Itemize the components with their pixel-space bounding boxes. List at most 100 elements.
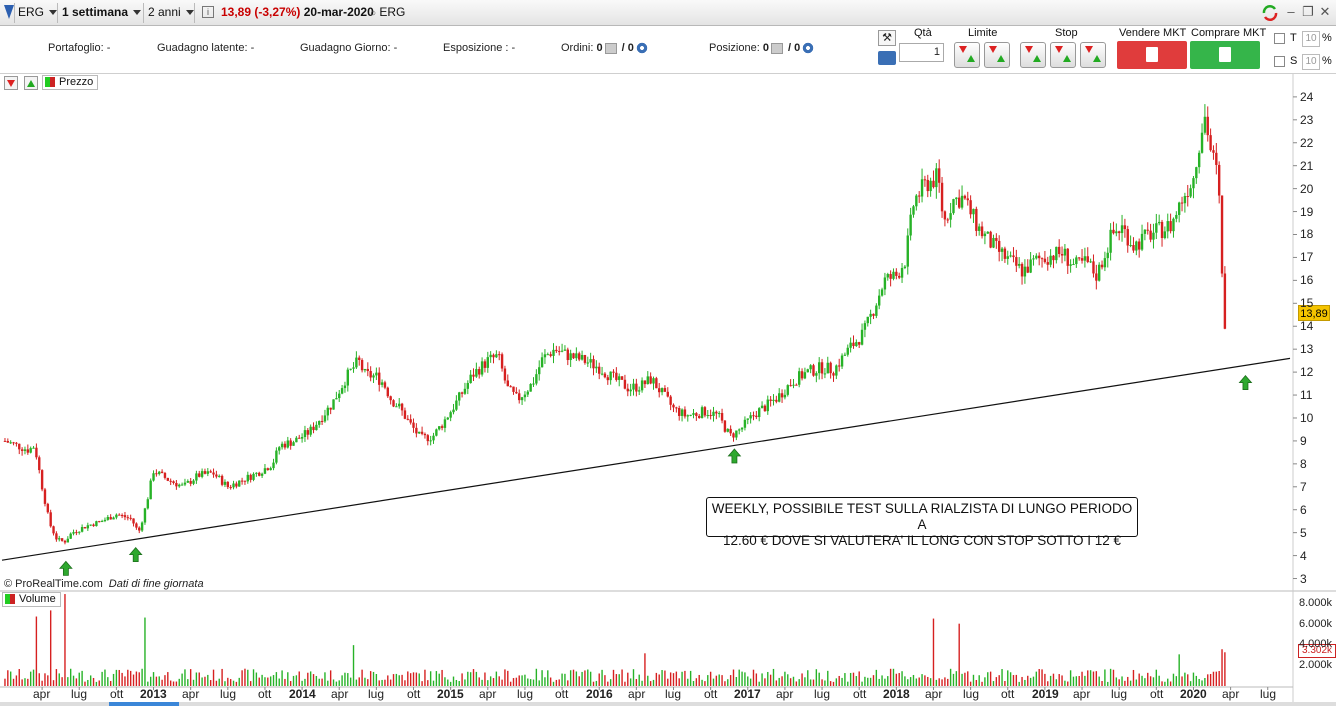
volume-tick-label: 6.000k [1299,617,1333,630]
keyboard-icon[interactable] [878,51,896,65]
candle-body [992,237,995,248]
y-tick-label: 22 [1300,135,1314,150]
pct-s-input[interactable]: 10 [1302,54,1320,70]
sell-mkt-button[interactable] [1117,41,1187,69]
price-panel-label[interactable]: Prezzo [42,75,99,90]
period-select[interactable]: 1 settimana [62,3,142,23]
candle-body [220,475,224,485]
qty-input[interactable]: 1 [899,43,944,62]
candle-body [515,391,518,394]
candle-body [298,437,301,439]
candle-body [758,408,761,418]
stop-limit-button[interactable] [1080,42,1106,68]
ticker-select[interactable]: ERG [18,3,58,23]
candle-body [1043,258,1047,263]
candle-body [775,399,778,402]
candle-body [858,342,861,345]
candle-body [760,405,764,409]
restore-icon[interactable]: ❐ [1302,4,1314,19]
buy-mkt-button[interactable] [1190,41,1260,69]
candle-body [1017,263,1021,266]
candle-body [435,429,438,436]
gear-icon[interactable] [635,42,648,55]
candle-body [403,410,407,419]
trendline [1,357,1291,561]
horizontal-scrollbar[interactable] [0,702,1336,706]
candle-body [32,447,35,449]
pct-t-input[interactable]: 10 [1302,31,1320,47]
checkbox-s-label: S [1290,55,1298,67]
candle-body [275,450,278,463]
x-tick-label: 2013 [140,687,167,701]
candle-body [1037,255,1041,259]
candle-body [166,477,170,481]
collapse-icon[interactable] [4,76,18,90]
expand-icon[interactable] [24,76,38,90]
candle-body [1180,202,1184,204]
candle-body [335,398,338,400]
candle-body [192,480,195,484]
info-icon[interactable]: i [202,6,214,18]
x-tick-label: lug [1260,687,1277,701]
candle-body [892,271,895,279]
candle-body [903,266,907,268]
volume-panel-label[interactable]: Volume [2,592,61,607]
candle-body [555,349,558,352]
document-icon [1146,47,1158,62]
gear-icon[interactable] [802,42,815,55]
candle-body [972,208,975,215]
candle-body [269,468,272,471]
candle-body [1072,264,1075,266]
ticker-label: ERG [18,5,45,19]
candle-body [606,377,609,381]
candle-body [1189,188,1192,197]
candle-body [632,383,635,390]
candle-body [372,375,375,378]
candle-body [75,532,78,534]
close-icon[interactable]: ✕ [1319,4,1331,19]
scrollbar-thumb[interactable] [109,702,179,706]
candle-body [663,388,667,392]
wrench-icon[interactable]: ⚒ [878,30,896,46]
stop-buy-button[interactable] [1050,42,1076,68]
candle-body [1026,266,1029,273]
price-chart[interactable] [0,74,1336,706]
position-info[interactable]: Posizione: 0 / 0 [709,42,815,55]
candle-body [309,426,312,435]
orders-info[interactable]: Ordini: 0 / 0 [561,42,648,55]
candle-body [146,499,150,509]
candle-body [692,413,695,415]
candle-body [132,518,135,524]
limit-buy-button[interactable] [984,42,1010,68]
candle-body [320,420,324,422]
candle-body [969,200,972,215]
candle-body [1003,248,1007,259]
exposure-info: Esposizione : - [443,42,515,54]
candle-body [1055,246,1058,261]
stop-sell-button[interactable] [1020,42,1046,68]
candle-body [709,415,712,417]
candle-body [498,354,501,356]
limit-sell-button[interactable] [954,42,980,68]
checkbox-s[interactable] [1274,56,1285,67]
candle-body [38,457,41,471]
candle-body [809,365,812,370]
candle-body [1106,252,1109,259]
position-total: / 0 [788,42,801,54]
day-value: - [393,42,398,54]
checkbox-t[interactable] [1274,33,1285,44]
range-select[interactable]: 2 anni [148,3,194,23]
chevron-down-icon [133,10,142,16]
x-tick-label: lug [71,687,88,701]
candle-body [915,195,918,207]
candle-body [829,362,832,374]
candle-body [935,168,938,188]
candle-body [346,369,350,386]
candle-body [886,274,889,278]
refresh-icon[interactable] [1260,4,1280,21]
candle-body [983,233,987,237]
window-icon[interactable] [2,3,16,23]
minimize-icon[interactable]: – [1287,4,1295,19]
candle-body [877,295,881,306]
candle-body [223,481,227,485]
